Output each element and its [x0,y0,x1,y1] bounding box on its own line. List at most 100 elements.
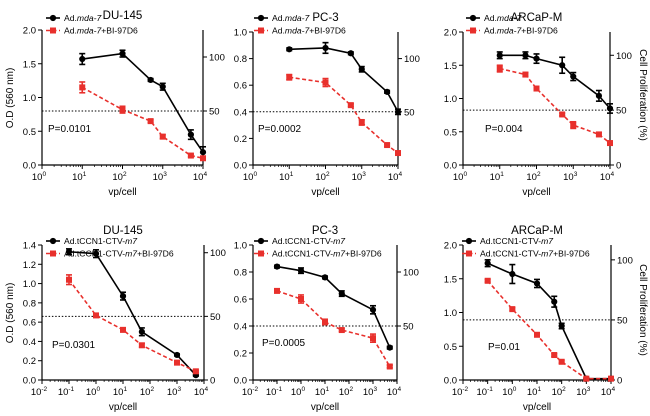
y-tick-label: 0.6 [234,295,247,306]
series-line [499,54,611,110]
data-point [595,92,603,99]
x-tick-base: 10 [112,172,123,183]
data-point [187,152,194,159]
right-tick-label: 50 [616,106,627,117]
y-tick-label: 2.0 [23,26,36,37]
data-point [509,306,516,313]
x-tick-exponent: 1 [500,171,504,178]
legend-label-italic: m7 [125,236,138,246]
data-point [558,322,565,330]
data-point [395,150,401,157]
y-tick-label: 1.5 [444,274,457,285]
chart-title: DU-145 [103,10,143,22]
x-tick-label: 101 [72,171,87,183]
x-tick-base: 10 [502,387,513,398]
legend-label-prefix: Ad.tCCN1-CTV- [272,249,333,259]
x-tick-label: 10-2 [31,386,48,398]
y-tick-label: 1.0 [23,279,36,290]
data-point [384,142,391,149]
legend-label: Ad.tCCN1-CTV-m7 [64,236,138,246]
p-value: P=0.0002 [258,124,302,135]
x-tick-label: 103 [167,386,182,398]
y-tick-label: 0.0 [23,376,36,387]
x-tick-label: 103 [352,171,367,183]
data-point [551,298,558,305]
y-tick-label: 2.0 [444,241,457,252]
y-tick-label: 2.0 [444,28,457,39]
x-tick-label: 100 [243,171,258,183]
y-tick-label: 1.0 [444,308,457,319]
y-tick-label: 0.2 [23,356,36,367]
y-tick-label: 0.4 [234,107,247,118]
y-tick-label: 1.5 [23,59,36,70]
p-value: P=0.0005 [262,338,306,349]
x-tick-label: 10-1 [58,386,75,398]
data-point [533,55,540,62]
right-tick-label: 0 [617,376,622,387]
x-tick-base: 10 [167,387,178,398]
legend-label: Ad.mda-7 [64,13,102,23]
x-tick-label: 103 [563,171,578,183]
data-point [138,328,145,335]
data-point [200,155,206,162]
x-axis-label: vp/cell [311,187,339,198]
data-point [79,55,86,63]
x-tick-exponent: 0 [513,386,517,393]
legend-label-italic: mda-7 [77,26,103,36]
series-line [68,250,197,376]
chart-title: ARCaP-M [511,12,563,24]
data-point [65,248,73,255]
x-tick-exponent: -2 [252,386,258,393]
right-tick-label: 100 [404,54,420,65]
y-tick-label: 0.8 [234,54,247,65]
x-tick-label: 100 [502,386,517,398]
x-tick-exponent: -1 [276,386,282,393]
data-point [358,119,365,126]
legend-marker [470,27,476,34]
x-tick-exponent: 3 [177,386,181,393]
x-tick-label: 102 [315,171,330,183]
x-tick-exponent: 3 [362,171,366,178]
series-line [68,279,197,373]
y-tick-label: 0.0 [234,161,247,172]
data-point [119,106,126,113]
legend-label: Ad.tCCN1-CTV-m7 [480,236,554,246]
x-tick-base: 10 [243,172,254,183]
data-point [159,133,166,140]
data-point [79,84,86,91]
legend-label-italic: mda-7 [285,13,311,23]
legend-label-prefix: Ad. [484,13,497,23]
x-tick-base: 10 [279,172,290,183]
x-tick-base: 10 [352,172,363,183]
x-tick-label: 101 [315,386,330,398]
y-tick-label: 1.0 [444,94,457,105]
right-tick-label: 50 [210,312,221,323]
legend-marker [257,14,265,22]
legend-label-prefix: Ad.tCCN1-CTV- [272,236,333,246]
x-tick-base: 10 [242,387,253,398]
x-tick-base: 10 [315,172,326,183]
legend-label-italic: mda-7 [285,26,311,36]
left-axis-label: O.D (560 nm) [5,283,16,344]
y-tick-label: 0.8 [234,268,247,279]
data-point [559,111,566,118]
x-tick-base: 10 [363,387,374,398]
x-tick-base: 10 [315,387,326,398]
y-tick-label: 0.0 [23,161,36,172]
chart-title: ARCaP-M [511,225,563,237]
data-point [558,358,565,365]
x-tick-exponent: 2 [537,171,541,178]
x-tick-label: 100 [453,171,468,183]
x-tick-exponent: 0 [301,386,305,393]
y-tick-label: 0.2 [234,349,247,360]
legend-label-prefix: Ad.tCCN1-CTV- [64,249,125,259]
y-tick-label: 1.2 [23,260,36,271]
data-point [570,73,577,80]
chart-panel: ARCaP-M10-2 10-1 100 101 102 103 104vp/cell0.0… [444,225,633,413]
x-tick-base: 10 [490,172,501,183]
data-point [338,327,345,334]
legend-marker [50,27,56,34]
x-tick-exponent: 2 [349,386,353,393]
x-tick-exponent: 4 [610,171,614,178]
